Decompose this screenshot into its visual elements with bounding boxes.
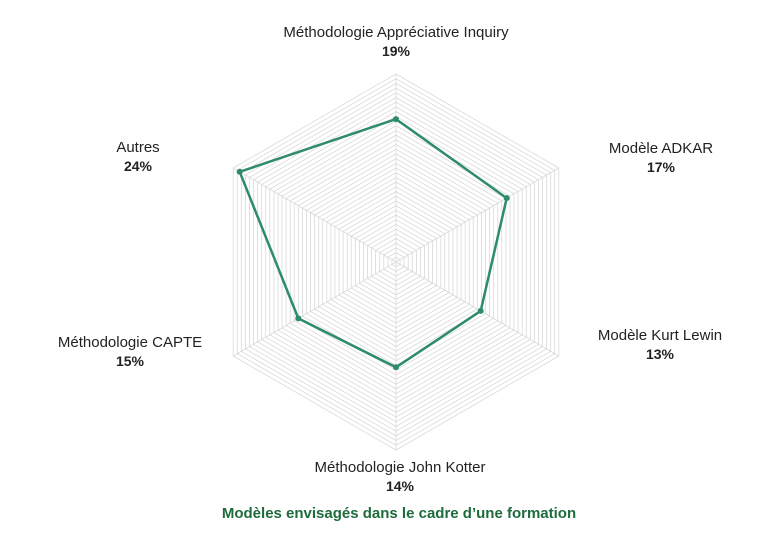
axis-name: Méthodologie Appréciative Inquiry — [283, 24, 509, 41]
axis-label-capte: Méthodologie CAPTE 15% — [58, 333, 202, 371]
axis-name: Méthodologie CAPTE — [57, 334, 203, 351]
data-point-0 — [393, 116, 399, 123]
axis-label-autres: Autres 24% — [116, 138, 159, 176]
series-line — [238, 117, 508, 369]
axis-value-label: 14% — [385, 478, 415, 494]
axis-label-appreciative-inquiry: Méthodologie Appréciative Inquiry 19% — [283, 23, 508, 61]
grid-spoke — [395, 261, 559, 357]
axis-name: Autres — [116, 139, 160, 156]
grid-spoke — [232, 167, 397, 263]
series-layer — [236, 116, 510, 371]
grid-spoke — [232, 261, 397, 357]
axis-value-label: 24% — [123, 158, 153, 174]
axis-label-kurt-lewin: Modèle Kurt Lewin 13% — [598, 326, 722, 364]
axis-name: Méthodologie John Kotter — [314, 459, 486, 476]
grid-spoke — [395, 167, 559, 263]
data-point-3 — [393, 364, 399, 371]
data-point-4 — [295, 315, 302, 322]
radar-grid — [232, 73, 560, 451]
axis-value-label: 15% — [115, 353, 145, 369]
data-point-5 — [236, 168, 243, 175]
data-point-2 — [477, 307, 484, 314]
data-point-1 — [503, 195, 510, 202]
axis-value-label: 19% — [381, 43, 411, 59]
axis-label-adkar: Modèle ADKAR 17% — [609, 139, 713, 177]
axis-name: Modèle ADKAR — [608, 140, 714, 157]
axis-value-label: 17% — [646, 159, 676, 175]
chart-title: Modèles envisagés dans le cadre d’une fo… — [221, 505, 577, 522]
axis-label-john-kotter: Méthodologie John Kotter 14% — [315, 458, 486, 496]
axis-name: Modèle Kurt Lewin — [597, 327, 723, 344]
axis-value-label: 13% — [645, 346, 675, 362]
